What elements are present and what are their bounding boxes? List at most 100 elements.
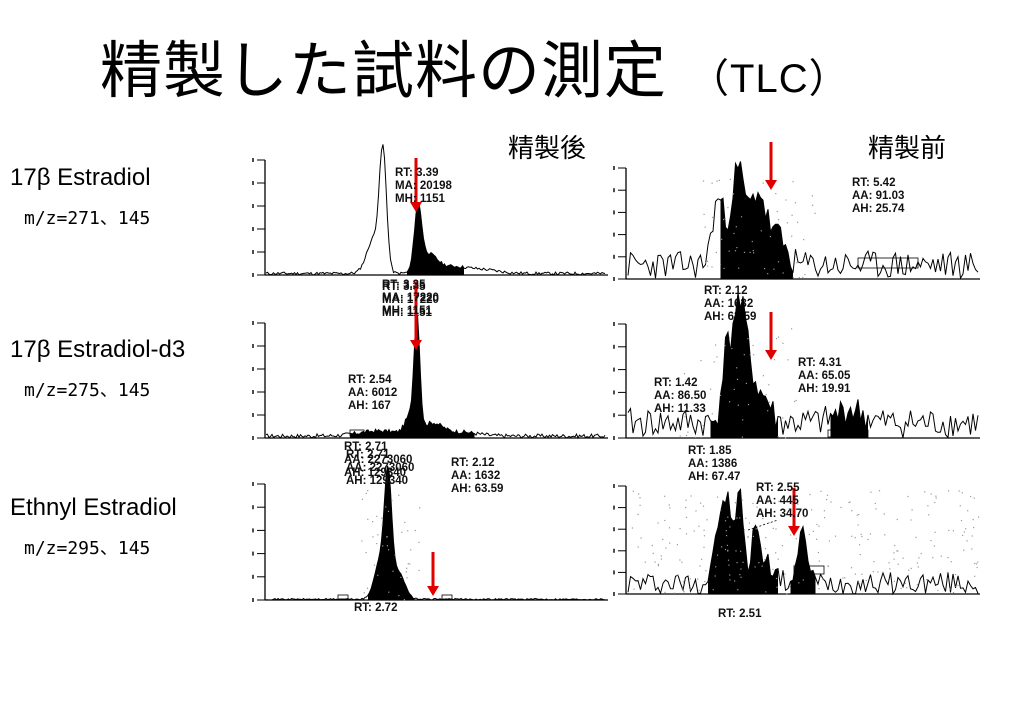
scan-speck (727, 516, 729, 518)
scan-speck (716, 356, 718, 358)
scan-speck (703, 213, 705, 215)
scan-speck (765, 591, 767, 593)
scan-speck (932, 557, 934, 559)
peak-annotation: AA: 1386 (688, 458, 737, 470)
scan-speck (685, 506, 687, 509)
scan-speck (924, 491, 926, 493)
scan-speck (392, 570, 394, 572)
scan-speck (377, 534, 379, 536)
scan-speck (734, 250, 737, 252)
scan-speck (828, 540, 830, 542)
scan-speck (706, 519, 708, 521)
scan-speck (711, 413, 713, 415)
scan-speck (818, 525, 820, 527)
filled-peak-area (350, 314, 475, 438)
peak-annotation: RT: 1.42 (654, 377, 697, 389)
scan-speck (851, 535, 853, 537)
title-sub: （TLC） (689, 57, 850, 101)
scan-speck (820, 490, 822, 492)
scan-speck (858, 513, 860, 516)
scan-speck (721, 546, 723, 548)
scan-speck (949, 588, 951, 590)
scan-speck (714, 575, 716, 577)
scan-speck (948, 490, 950, 492)
scan-speck (401, 531, 403, 533)
scan-speck (681, 588, 683, 590)
page-title: 精製した試料の測定 （TLC） (100, 20, 850, 110)
scan-speck (973, 497, 975, 499)
scan-speck (372, 521, 374, 523)
peak-annotation: MH: 1151 (382, 305, 432, 317)
scan-speck (834, 535, 837, 537)
scan-speck (849, 501, 851, 503)
scan-speck (694, 436, 697, 438)
scan-speck (777, 558, 779, 560)
scan-speck (381, 524, 383, 526)
scan-speck (743, 354, 745, 356)
scan-speck (777, 436, 779, 438)
scan-speck (904, 582, 906, 584)
scan-speck (716, 180, 718, 182)
scan-speck (734, 580, 736, 582)
scan-speck (715, 566, 717, 568)
peak-annotation: RT: 2.51 (718, 608, 762, 620)
scan-speck (640, 537, 642, 539)
scan-speck (728, 337, 731, 339)
scan-speck (731, 347, 733, 350)
trace-line (265, 144, 606, 276)
scan-speck (883, 513, 885, 515)
scan-speck (719, 394, 721, 396)
scan-speck (965, 528, 967, 530)
scan-speck (782, 417, 784, 419)
scan-speck (740, 576, 742, 578)
scan-speck (664, 519, 666, 522)
scan-speck (767, 410, 769, 412)
filled-peak-area (790, 526, 816, 594)
peak-annotation: RT: 2.72 (354, 602, 397, 614)
scan-speck (729, 401, 731, 403)
scan-speck (662, 538, 664, 540)
scan-speck (826, 494, 829, 496)
scan-speck (935, 495, 937, 497)
scan-speck (893, 558, 895, 560)
scan-speck (700, 502, 702, 504)
scan-speck (957, 584, 959, 586)
scan-speck (387, 510, 390, 512)
scan-speck (915, 536, 917, 538)
scan-speck (711, 182, 713, 184)
scan-speck (700, 436, 702, 438)
scan-speck (639, 497, 641, 499)
scan-speck (665, 547, 667, 549)
scan-speck (703, 546, 705, 548)
peak-annotation: RT: 2.71 (344, 441, 388, 453)
scan-speck (693, 530, 695, 532)
scan-speck (707, 265, 709, 267)
scan-speck (729, 574, 731, 576)
scan-speck (739, 517, 741, 519)
scan-speck (816, 523, 818, 526)
scan-speck (970, 495, 972, 498)
scan-speck (753, 252, 755, 254)
scan-speck (927, 505, 929, 507)
scan-speck (877, 571, 879, 573)
scan-speck (842, 577, 844, 579)
scan-speck (818, 588, 820, 590)
scan-speck (418, 569, 420, 571)
scan-speck (706, 260, 709, 262)
scan-speck (747, 536, 749, 538)
scan-speck (704, 580, 706, 583)
scan-speck (916, 562, 918, 564)
compound-name: Ethnyl Estradiol (10, 494, 177, 521)
scan-speck (933, 545, 936, 547)
scan-speck (660, 558, 662, 560)
scan-speck (858, 581, 860, 583)
peak-annotation: MH: 1151 (395, 193, 445, 205)
scan-speck (733, 388, 735, 390)
scan-speck (741, 499, 743, 501)
scan-speck (830, 501, 832, 503)
scan-speck (740, 568, 742, 570)
scan-speck (669, 507, 671, 509)
scan-speck (773, 268, 775, 270)
scan-speck (724, 217, 726, 220)
